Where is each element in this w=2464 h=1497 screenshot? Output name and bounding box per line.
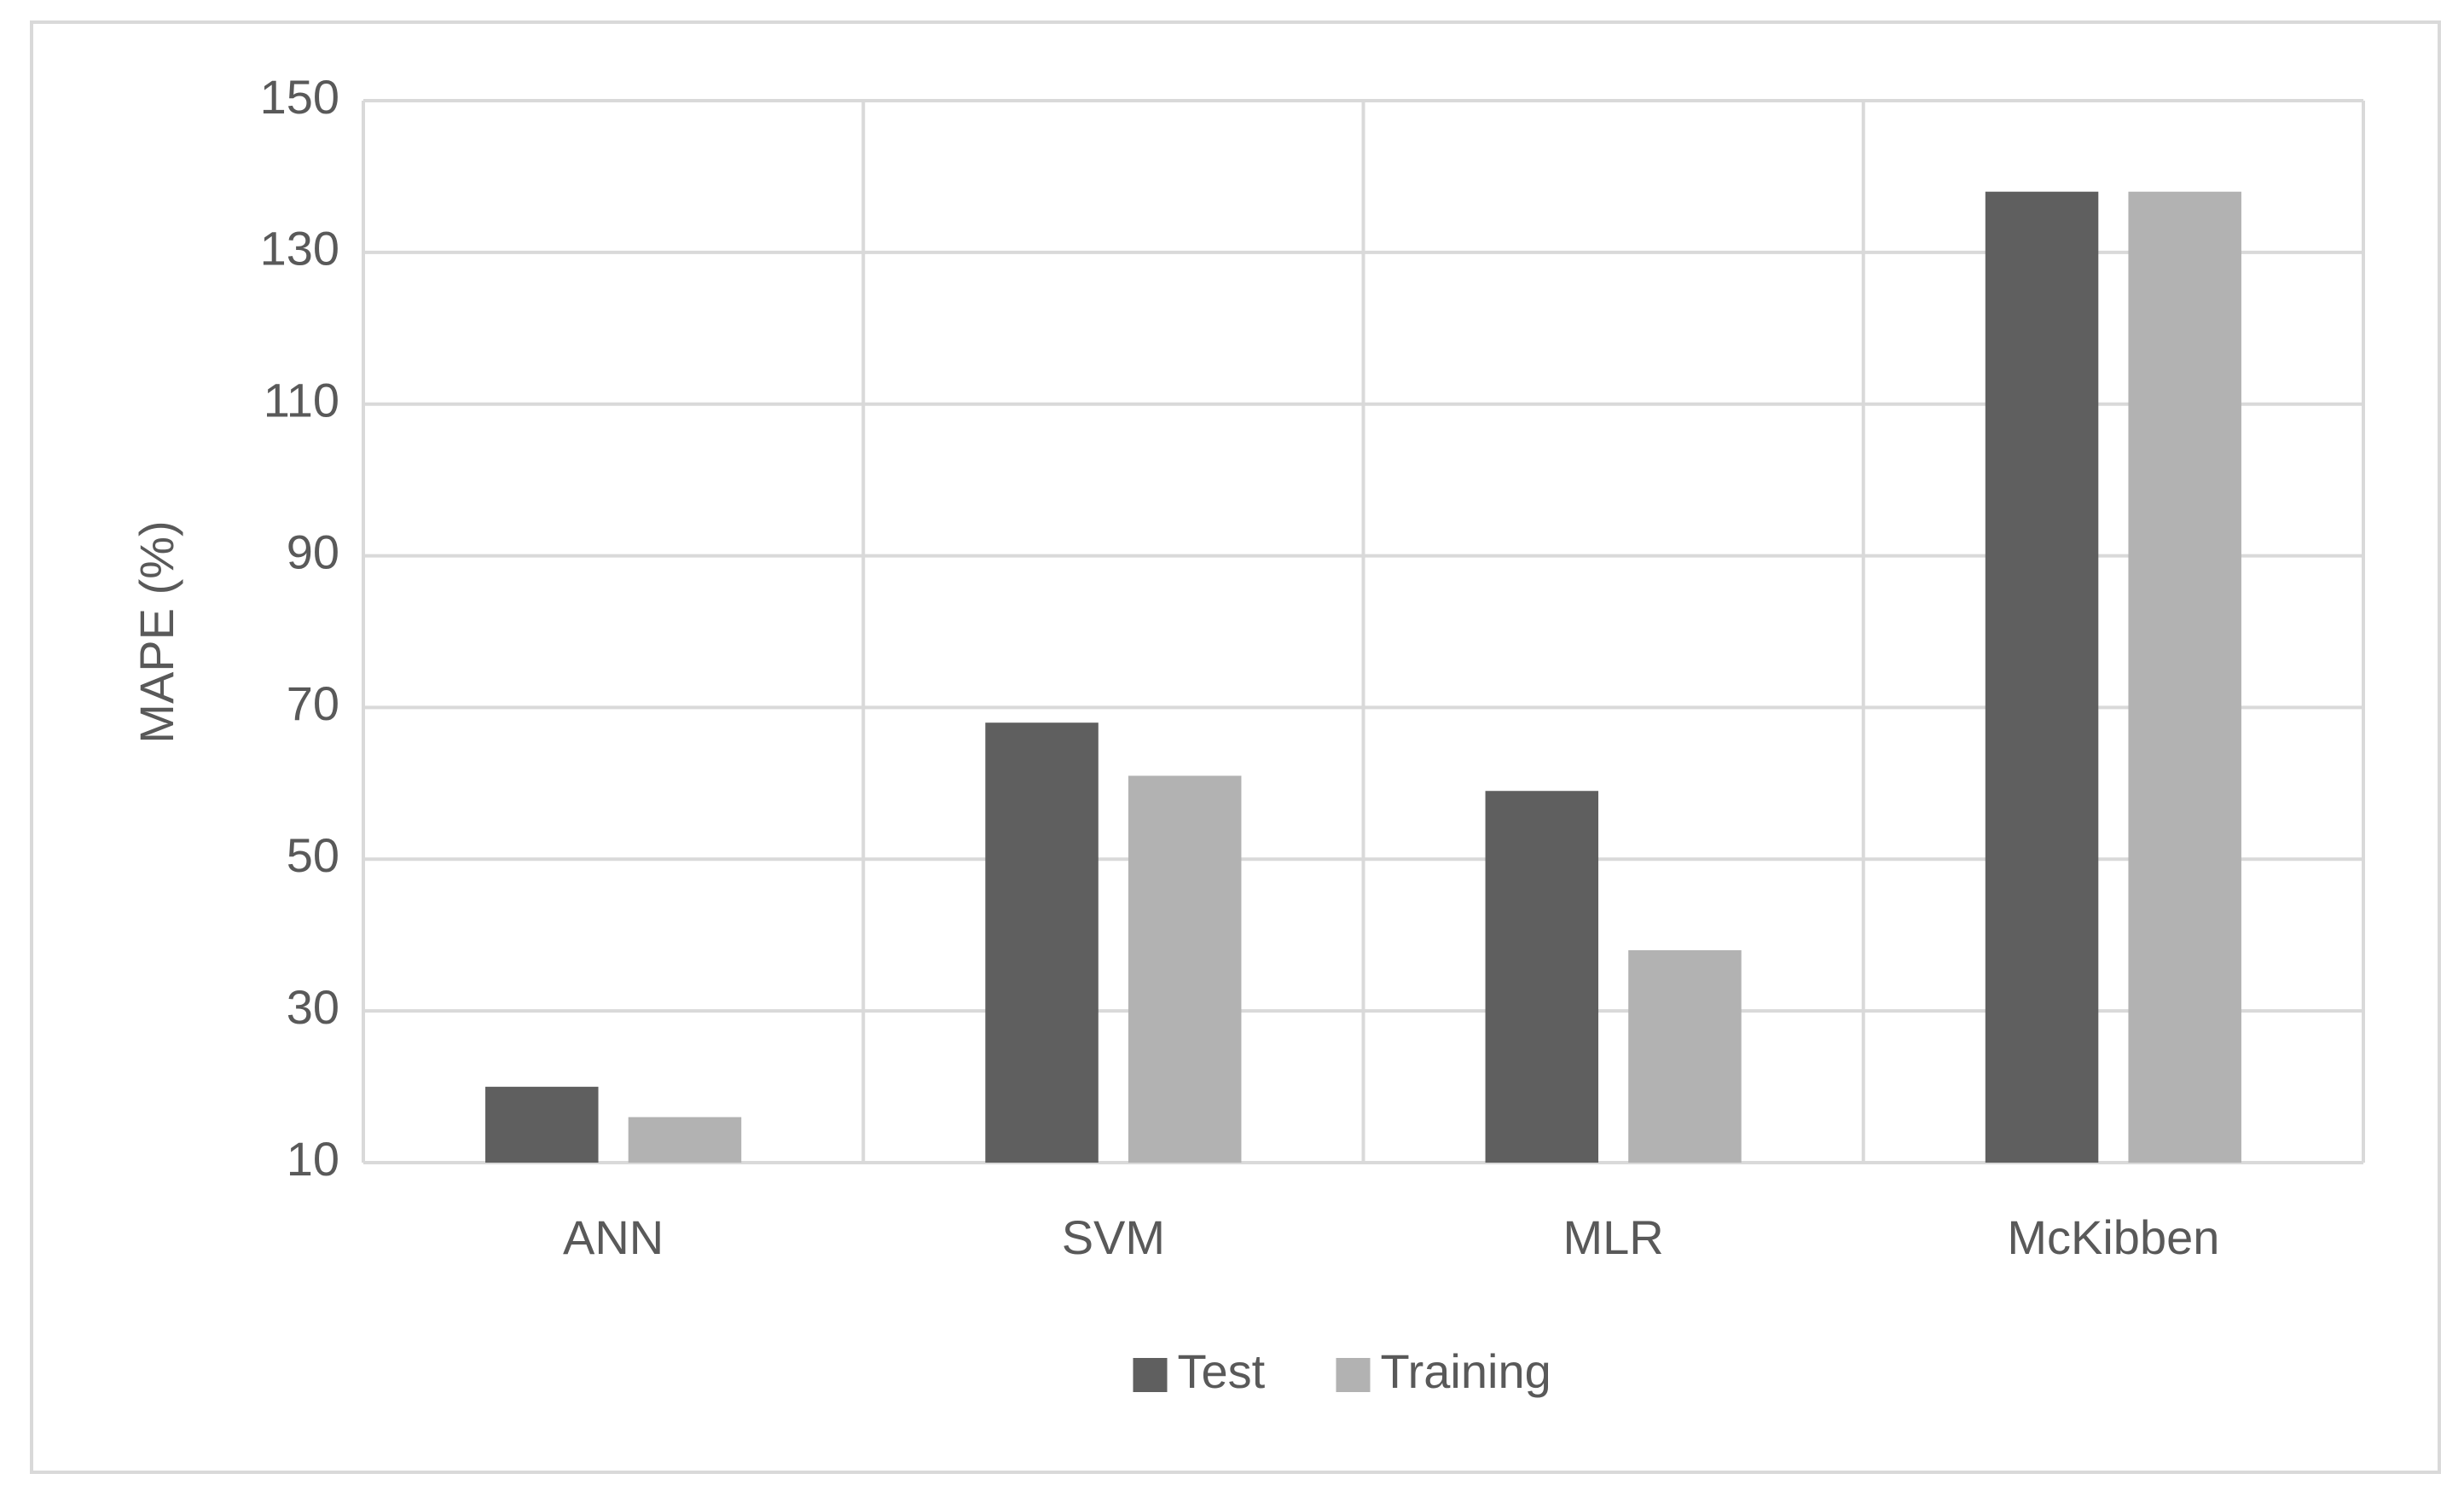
bar bbox=[485, 1087, 599, 1163]
y-tick-label: 90 bbox=[287, 525, 339, 578]
y-tick-label: 50 bbox=[287, 828, 339, 882]
bar bbox=[1128, 775, 1242, 1163]
y-tick-label: 130 bbox=[260, 222, 339, 276]
y-tick-label: 70 bbox=[287, 676, 339, 730]
y-tick-label: 30 bbox=[287, 980, 339, 1034]
y-tick-label: 150 bbox=[260, 70, 339, 124]
bar bbox=[1485, 791, 1599, 1163]
x-tick-label: SVM bbox=[1062, 1210, 1165, 1264]
y-tick-label: 10 bbox=[287, 1132, 339, 1186]
legend-label: Training bbox=[1381, 1344, 1551, 1398]
x-tick-label: MLR bbox=[1563, 1210, 1664, 1264]
x-tick-label: McKibben bbox=[2007, 1210, 2219, 1264]
bar bbox=[985, 722, 1099, 1163]
legend-swatch bbox=[1133, 1358, 1168, 1392]
x-tick-label: ANN bbox=[563, 1210, 664, 1264]
bar bbox=[1628, 950, 1742, 1163]
bar bbox=[628, 1117, 742, 1163]
y-axis-label: MAPE (%) bbox=[130, 520, 183, 743]
legend-label: Test bbox=[1178, 1344, 1266, 1398]
bar bbox=[2128, 191, 2241, 1163]
bar bbox=[1985, 191, 2099, 1163]
legend-swatch bbox=[1336, 1358, 1371, 1392]
y-tick-label: 110 bbox=[264, 374, 339, 427]
